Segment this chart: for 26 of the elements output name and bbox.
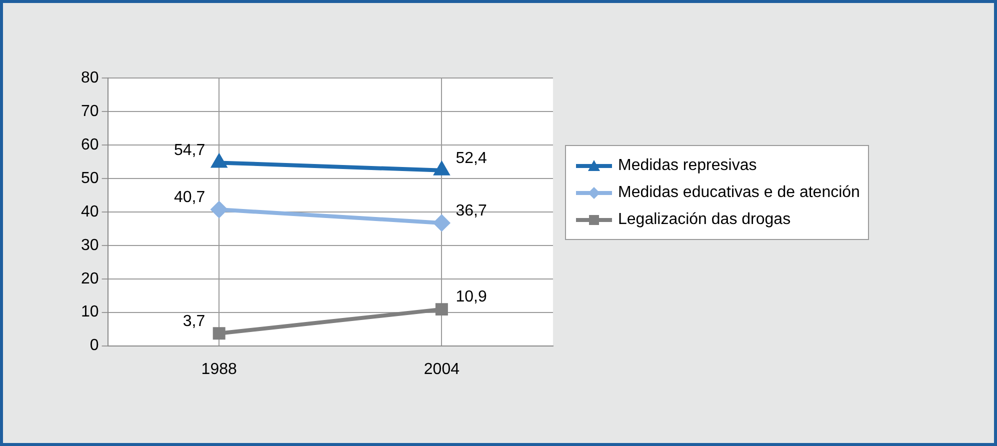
y-tick-label: 50 [81,170,99,187]
legend-label: Medidas represivas [618,156,757,174]
legend-label: Medidas educativas e de atención [618,184,860,202]
x-tick-label: 2004 [424,360,460,378]
y-tick-label: 20 [81,270,99,288]
y-tick-label: 10 [81,304,99,321]
point [212,154,226,168]
data-label: 36,7 [456,202,487,220]
data-label: 10,9 [456,288,487,306]
y-tick-label: 60 [81,136,99,154]
y-tick-label: 0 [90,337,99,354]
point [435,303,448,316]
data-label: 3,7 [182,312,206,330]
y-tick-label: 30 [81,236,99,254]
y-tick-label: 80 [81,69,99,86]
legend-label: Legalización das drogas [618,210,791,228]
point [434,214,450,231]
x-tick-label: 1988 [201,360,237,378]
data-label: 40,7 [174,188,206,206]
point [212,327,226,340]
point [434,162,449,176]
y-tick-label: 70 [81,102,99,120]
point [211,202,228,218]
y-tick-label: 40 [81,203,99,220]
data-label: 52,4 [456,150,487,167]
data-label: 54,7 [174,142,206,160]
